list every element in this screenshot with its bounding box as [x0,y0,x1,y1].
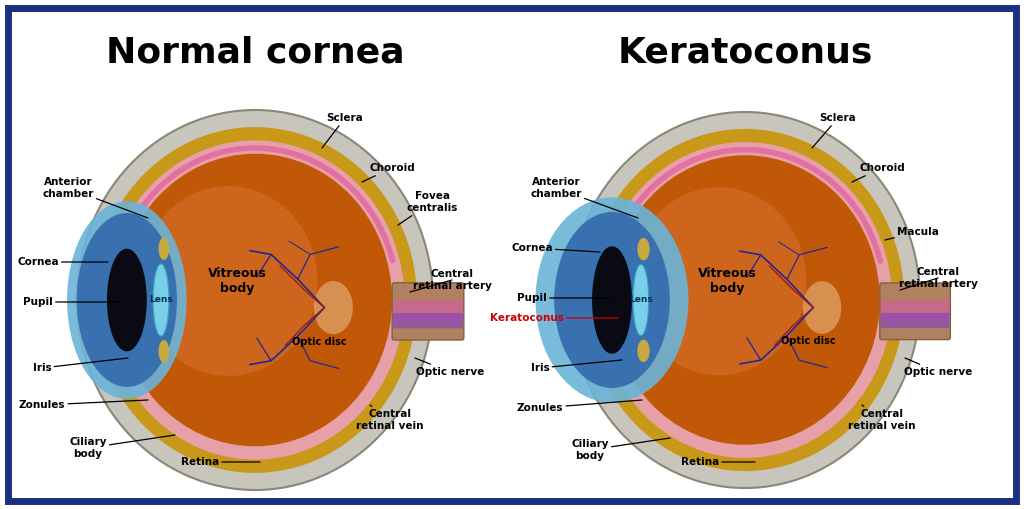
Ellipse shape [67,201,186,399]
Ellipse shape [159,237,169,260]
Ellipse shape [586,129,904,471]
Text: Lens: Lens [150,296,173,304]
Text: Pupil: Pupil [517,293,610,303]
Text: Normal cornea: Normal cornea [105,35,404,69]
Ellipse shape [105,140,404,460]
Text: Lens: Lens [629,296,652,304]
Text: Central
retinal vein: Central retinal vein [356,405,424,431]
FancyBboxPatch shape [880,283,950,340]
Text: Choroid: Choroid [362,163,415,182]
Text: Sclera: Sclera [322,113,364,148]
Ellipse shape [598,142,892,458]
Text: Central
retinal artery: Central retinal artery [899,267,978,290]
Text: Cornea: Cornea [511,243,600,253]
FancyBboxPatch shape [392,283,464,340]
Ellipse shape [153,264,169,336]
Ellipse shape [159,340,169,363]
Text: Central
retinal artery: Central retinal artery [410,269,492,292]
Text: Pupil: Pupil [24,297,118,307]
Text: Keratoconus: Keratoconus [490,313,618,323]
Text: Retina: Retina [681,457,755,467]
Text: Central
retinal vein: Central retinal vein [848,405,915,431]
Text: Anterior
chamber: Anterior chamber [42,177,148,218]
Text: Sclera: Sclera [812,113,856,148]
Text: Keratoconus: Keratoconus [617,35,872,69]
Text: Vitreous
body: Vitreous body [208,267,266,295]
FancyBboxPatch shape [881,313,949,328]
Text: Vitreous
body: Vitreous body [698,267,757,295]
Ellipse shape [570,112,920,488]
Ellipse shape [77,110,433,490]
Text: Iris: Iris [530,360,622,373]
Ellipse shape [77,213,177,387]
Text: Cornea: Cornea [17,257,108,267]
Ellipse shape [631,187,806,375]
Text: Optic disc: Optic disc [780,336,836,346]
Ellipse shape [118,154,392,446]
Ellipse shape [313,281,353,334]
Text: Ciliary
body: Ciliary body [70,435,175,459]
Ellipse shape [93,127,417,473]
Text: Zonules: Zonules [517,400,642,413]
Text: Optic disc: Optic disc [292,337,346,347]
Text: Zonules: Zonules [18,400,148,410]
Polygon shape [553,246,575,354]
Ellipse shape [633,264,649,336]
Text: Ciliary
body: Ciliary body [571,438,670,461]
Ellipse shape [139,186,317,376]
Text: Fovea
centralis: Fovea centralis [398,191,458,225]
FancyBboxPatch shape [393,301,463,322]
Ellipse shape [554,212,670,388]
Text: Retina: Retina [181,457,260,467]
Text: Macula: Macula [885,227,939,240]
Text: Iris: Iris [33,358,128,373]
Ellipse shape [803,281,842,334]
Text: Optic nerve: Optic nerve [415,358,484,377]
Ellipse shape [637,340,649,362]
Ellipse shape [592,246,632,354]
FancyBboxPatch shape [393,313,463,328]
Text: Optic nerve: Optic nerve [904,358,972,377]
FancyBboxPatch shape [881,301,949,321]
Ellipse shape [610,155,880,445]
Text: Choroid: Choroid [852,163,905,182]
Ellipse shape [106,248,146,351]
Text: Anterior
chamber: Anterior chamber [530,177,638,218]
Ellipse shape [637,238,649,261]
Ellipse shape [536,197,688,403]
